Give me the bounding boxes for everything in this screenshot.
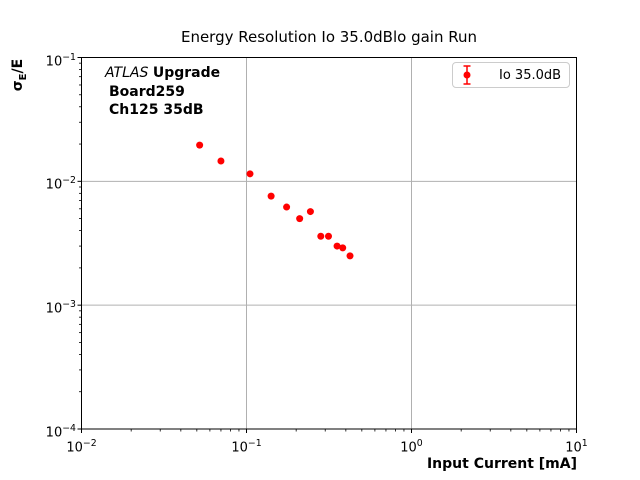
annotation-line1: ATLAS Upgrade — [105, 64, 220, 83]
x-axis-label: Input Current [mA] — [426, 456, 577, 472]
y-axis-label-rest: /E — [10, 58, 26, 74]
annotation-line2: Board259 — [109, 83, 185, 100]
annotation: ATLAS Upgrade Board259 Ch125 35dB — [105, 64, 220, 120]
y-axis-label-sigma: σ — [10, 80, 26, 92]
errorbar-marker-icon — [463, 65, 471, 85]
x-tick-label: 10−2 — [66, 438, 97, 456]
x-tick-label: 10−1 — [231, 438, 262, 456]
y-tick-label: 10−1 — [45, 51, 76, 69]
y-axis-label-sub: E — [17, 73, 29, 81]
legend-label: Io 35.0dB — [499, 67, 562, 83]
annotation-upgrade: Upgrade — [152, 65, 221, 81]
annotation-atlas: ATLAS — [105, 65, 149, 81]
chart-title: Energy Resolution Io 35.0dBlo gain Run — [180, 28, 478, 46]
x-tick-label: 101 — [565, 438, 588, 456]
legend: Io 35.0dB — [452, 62, 570, 88]
y-tick-label: 10−2 — [45, 175, 76, 193]
y-axis-label: σE/E — [10, 51, 29, 99]
y-tick-label: 10−4 — [45, 423, 76, 441]
y-tick-label: 10−3 — [45, 299, 76, 317]
x-tick-label: 100 — [400, 438, 423, 456]
annotation-line3: Ch125 35dB — [109, 102, 204, 118]
